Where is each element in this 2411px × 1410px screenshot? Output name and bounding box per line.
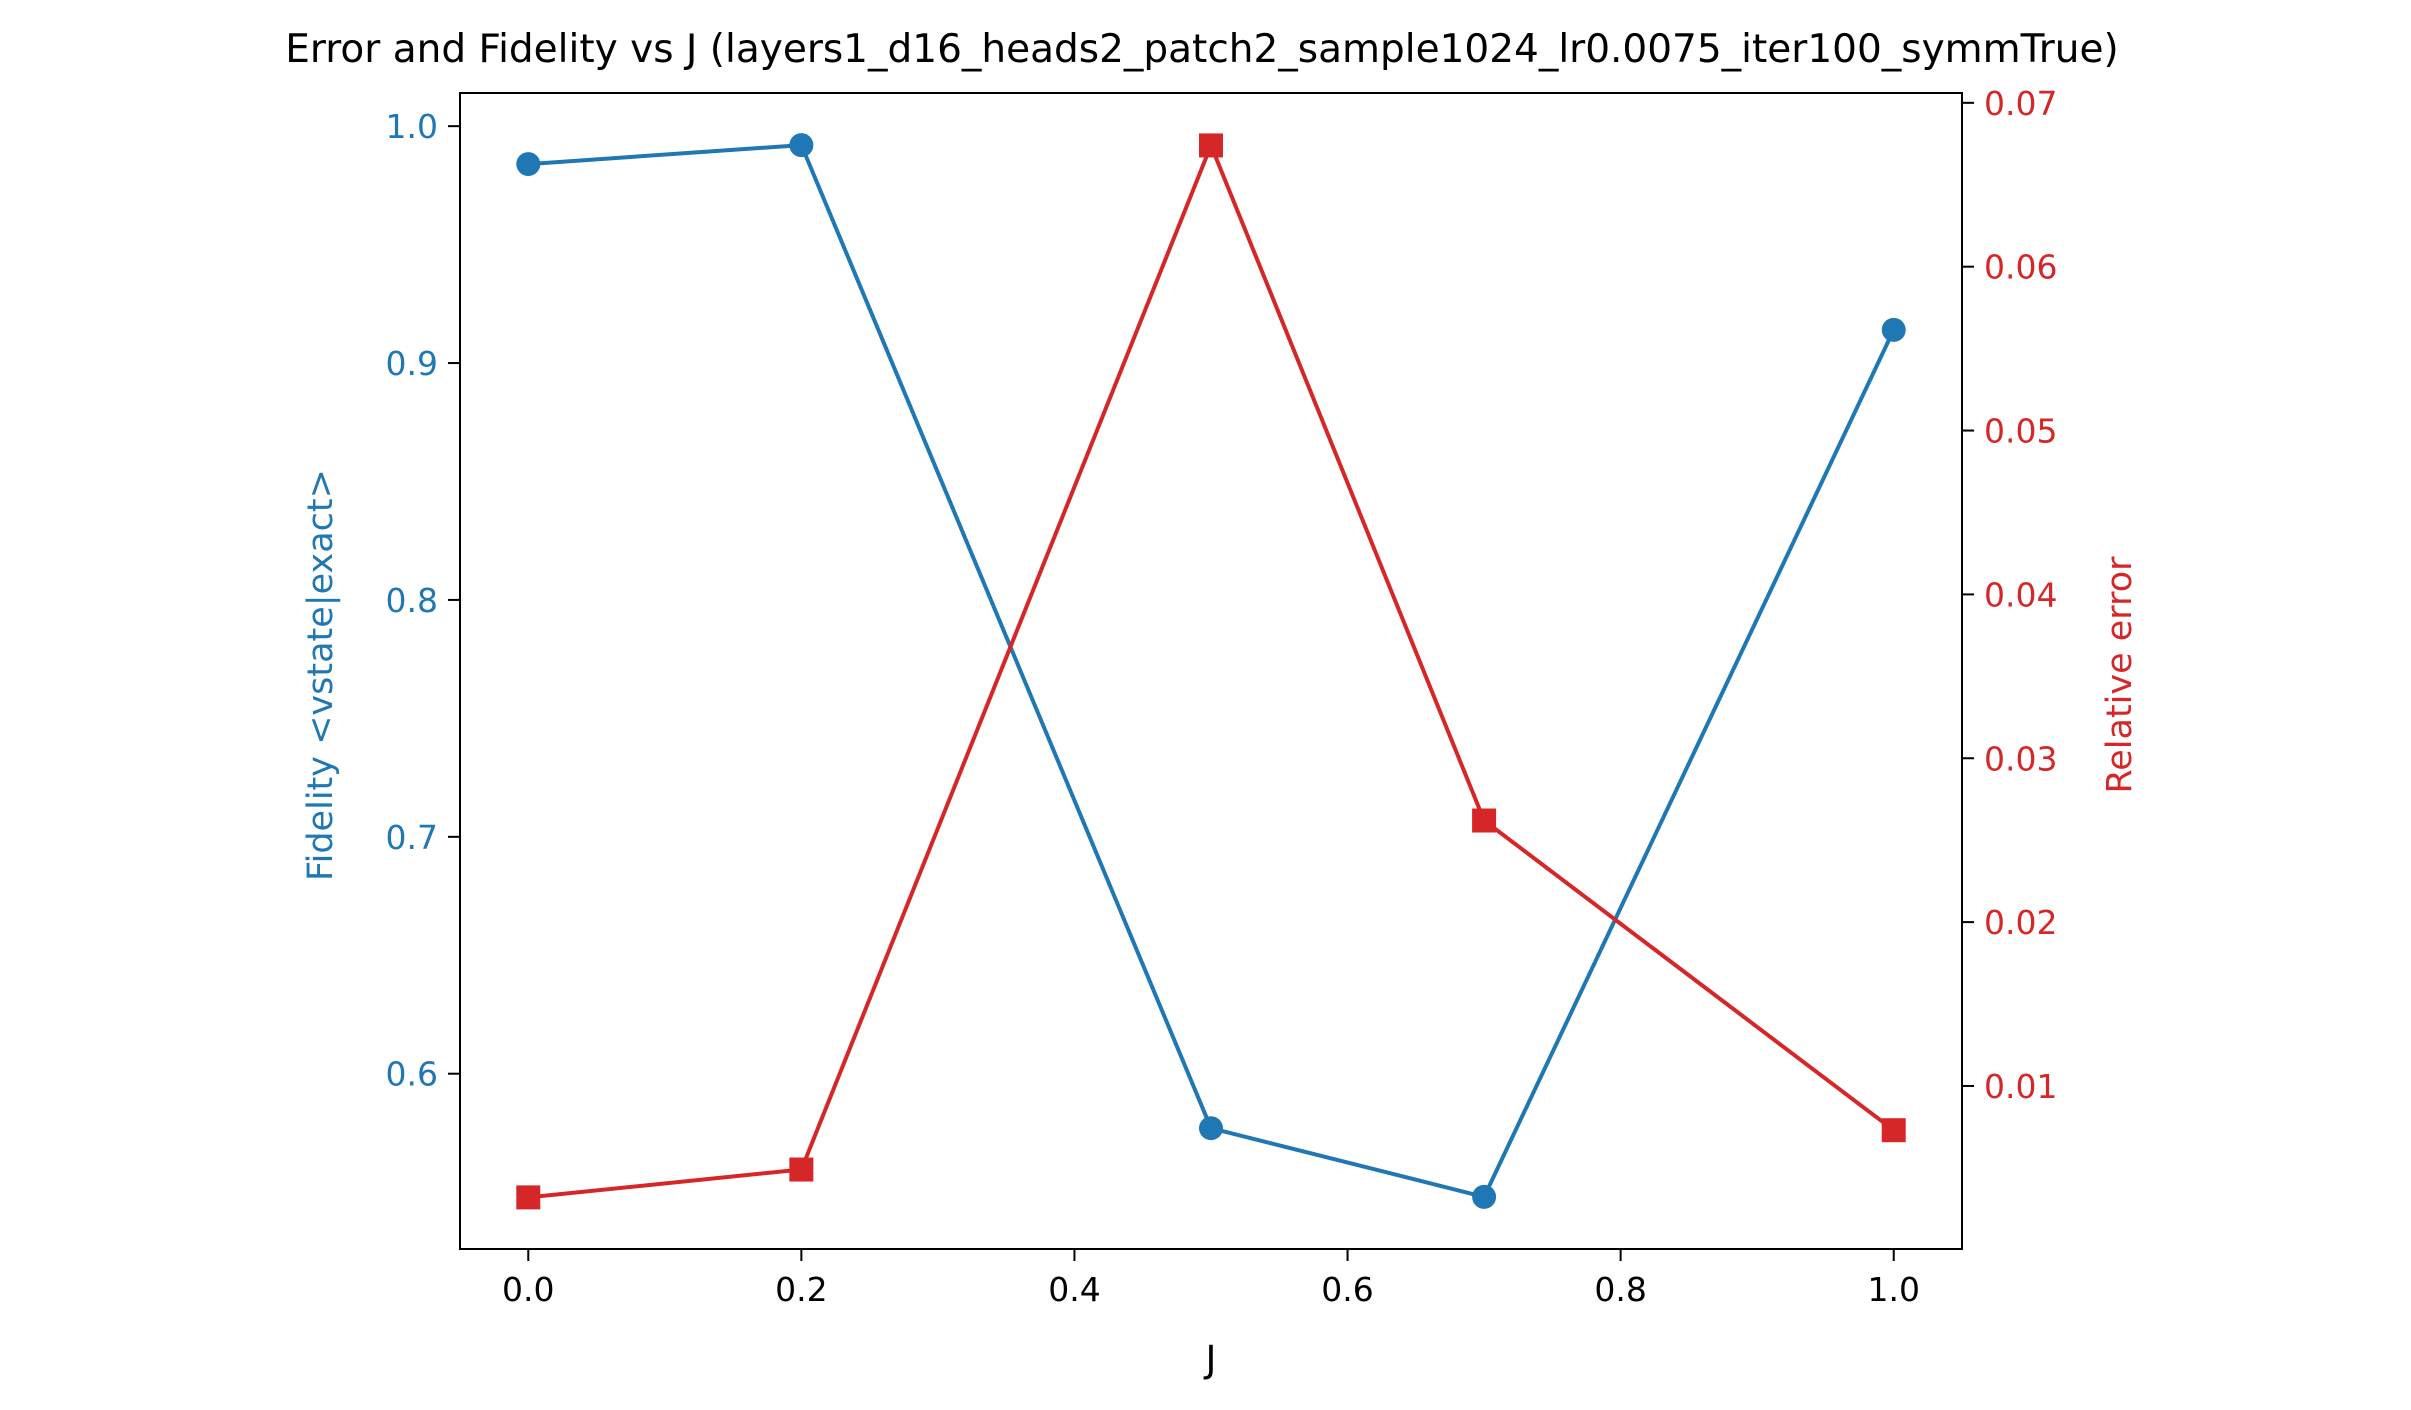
relative-error-data-point xyxy=(1881,1118,1906,1143)
right-y-tick-label: 0.02 xyxy=(1984,903,2057,942)
plot-area: 0.0 0.2 0.4 0.6 0.8 1.0 0.6 0.7 0.8 0.9 1.0 0.01 0.0… xyxy=(386,84,2058,1309)
left-y-tick-label: 0.9 xyxy=(386,344,438,383)
x-tick-label: 1.0 xyxy=(1867,1270,1919,1309)
x-tick-label: 0.8 xyxy=(1594,1270,1646,1309)
fidelity-data-point xyxy=(1199,1116,1223,1141)
fidelity-data-point xyxy=(789,133,814,158)
relative-error-data-point xyxy=(1199,133,1223,158)
plot-frame xyxy=(459,92,1963,1250)
right-y-tick-label: 0.07 xyxy=(1984,84,2057,123)
relative-error-data-point xyxy=(789,1157,814,1182)
left-y-tick-label: 0.7 xyxy=(386,818,438,857)
fidelity-data-point xyxy=(1881,317,1906,342)
right-y-tick-label: 0.06 xyxy=(1984,248,2057,287)
x-axis-label: J xyxy=(1204,1338,1217,1381)
x-tick-label: 0.0 xyxy=(502,1270,554,1309)
left-y-tick-label: 0.6 xyxy=(386,1055,438,1094)
relative-error-data-point xyxy=(516,1185,541,1210)
relative-error-data-point xyxy=(1472,808,1497,833)
right-y-axis-label: Relative error xyxy=(2100,556,2140,794)
x-tick-label: 0.2 xyxy=(775,1270,827,1309)
right-y-tick-label: 0.01 xyxy=(1984,1067,2057,1106)
chart-title: Error and Fidelity vs J (layers1_d16_hea… xyxy=(285,27,2118,72)
left-y-tick-label: 1.0 xyxy=(386,107,438,146)
left-y-tick-label: 0.8 xyxy=(386,581,438,620)
fidelity-data-point xyxy=(516,152,541,177)
right-y-tick-label: 0.05 xyxy=(1984,412,2057,451)
right-y-tick-label: 0.04 xyxy=(1984,575,2057,614)
x-tick-label: 0.6 xyxy=(1321,1270,1373,1309)
fidelity-data-point xyxy=(1472,1184,1497,1209)
x-tick-label: 0.4 xyxy=(1048,1270,1100,1309)
left-y-axis-label: Fidelity <vstate|exact> xyxy=(301,469,341,881)
right-y-tick-label: 0.03 xyxy=(1984,739,2057,778)
